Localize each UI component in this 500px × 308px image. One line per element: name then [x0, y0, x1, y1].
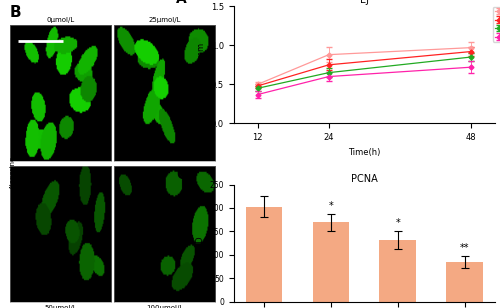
Title: PCNA: PCNA — [351, 174, 378, 184]
Bar — [246, 207, 282, 302]
Text: *: * — [396, 218, 400, 228]
Text: A: A — [176, 0, 187, 6]
Title: 25µmol/L: 25µmol/L — [148, 17, 181, 23]
Text: Aloperine: Aloperine — [10, 156, 16, 189]
Title: 0µmol/L: 0µmol/L — [46, 17, 74, 23]
X-axis label: 100µmol/L: 100µmol/L — [146, 305, 184, 308]
Title: EJ: EJ — [360, 0, 369, 5]
Text: **: ** — [460, 244, 469, 253]
Bar — [312, 222, 350, 302]
Legend: 0µmol/L, 25µmol/L, 50µmol/L, 100µmol/L: 0µmol/L, 25µmol/L, 50µmol/L, 100µmol/L — [493, 7, 500, 42]
Text: B: B — [10, 6, 22, 20]
Y-axis label: OD490mm: OD490mm — [196, 42, 205, 87]
Text: C: C — [176, 168, 186, 182]
X-axis label: 50µmol/L: 50µmol/L — [44, 305, 77, 308]
Bar — [380, 240, 416, 302]
X-axis label: Time(h): Time(h) — [348, 148, 380, 157]
Bar — [446, 262, 483, 302]
Text: *: * — [328, 201, 334, 211]
Y-axis label: IOD: IOD — [195, 235, 204, 251]
